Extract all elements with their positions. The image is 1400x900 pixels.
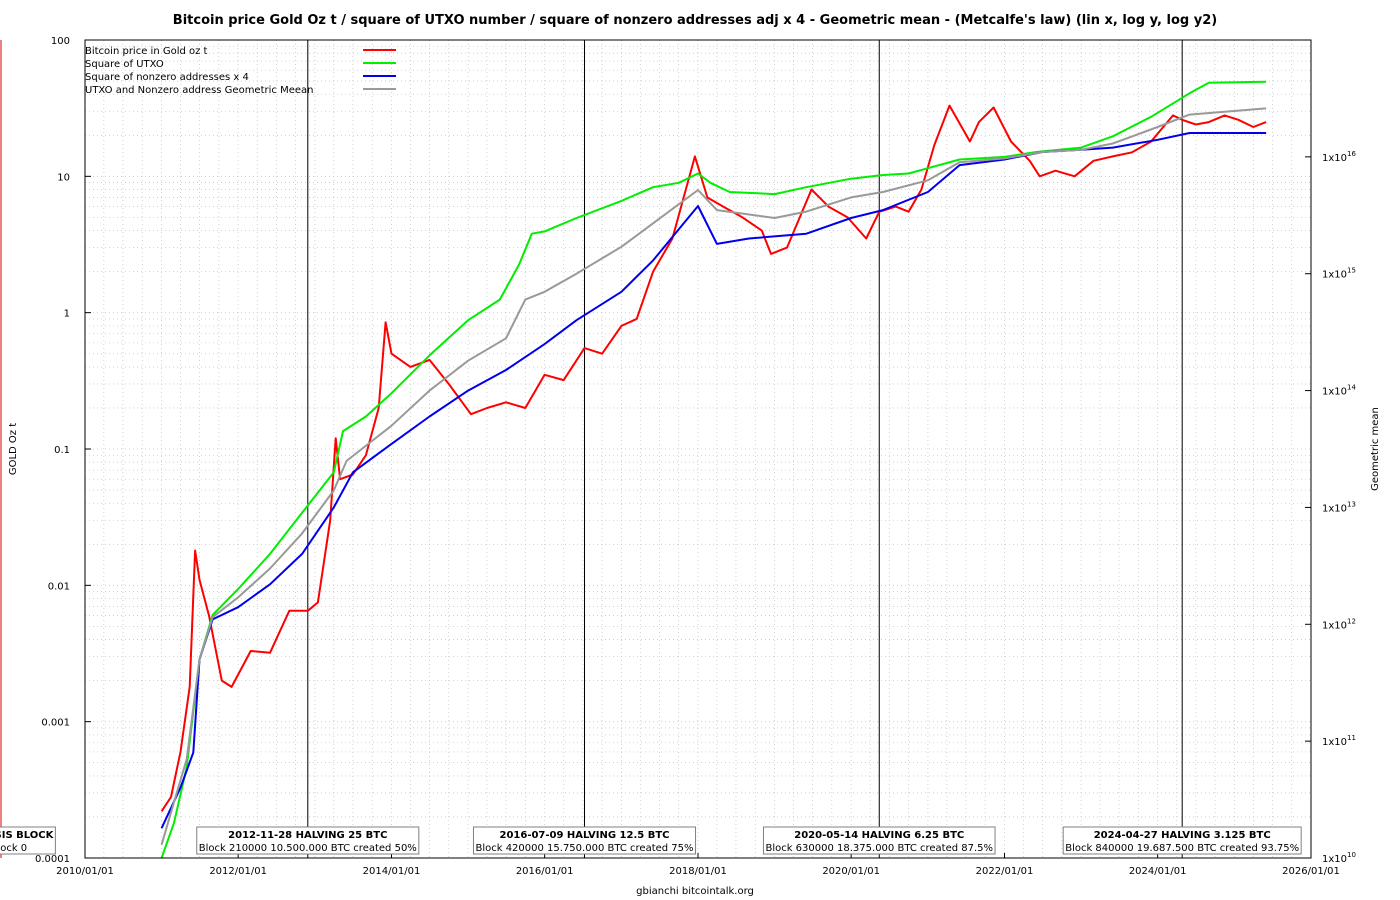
legend-label: Bitcoin price in Gold oz t: [85, 46, 208, 57]
y-axis-ticks: 0.0001 0.001 0.01 0.1 1 10 100: [35, 36, 91, 865]
halving-box: 2024-04-27 HALVING 3.125 BTC Block 840000…: [1062, 826, 1302, 855]
legend-label: UTXO and Nonzero address Geometric Meean: [85, 85, 313, 96]
halving-box-frame: [762, 826, 996, 855]
halving-box-subtitle: Block 210000 10.500.000 BTC created 50%: [199, 843, 417, 854]
y2-tick-exp: 11: [1347, 734, 1356, 742]
y2-tick-exp: 12: [1347, 617, 1356, 625]
halving-box-frame: [196, 826, 420, 855]
y-tick-label: 10: [57, 172, 70, 183]
y2-tick-label: 1x1010: [1322, 851, 1356, 865]
y2-tick-label: 1x1013: [1322, 500, 1356, 514]
y-axis-label: GOLD Oz t: [8, 423, 19, 475]
halving-box-title: GENESIS BLOCK: [0, 830, 55, 841]
halving-box-title: 2024-04-27 HALVING 3.125 BTC: [1094, 830, 1271, 841]
y2-tick-label: 1x1011: [1322, 734, 1356, 748]
grid: [85, 40, 1311, 858]
y2-tick-label: 1x1012: [1322, 617, 1356, 631]
x-tick-label: 2020/01/01: [822, 866, 880, 877]
halving-annotations: GENESIS BLOCK Block 0 2012-11-28 HALVING 2…: [0, 826, 1302, 855]
y2-tick-label: 1x1014: [1322, 384, 1356, 398]
y2-axis-ticks: 1x10101x10111x10121x10131x10141x10151x10…: [1305, 150, 1356, 865]
x-tick-label: 2024/01/01: [1129, 866, 1187, 877]
y2-tick-base: 1x10: [1322, 737, 1347, 748]
halving-box-frame: [1062, 826, 1302, 855]
y-tick-label: 0.001: [41, 718, 70, 729]
y2-tick-base: 1x10: [1322, 503, 1347, 514]
series-line: [160, 107, 1267, 845]
halving-box-title: 2012-11-28 HALVING 25 BTC: [228, 830, 387, 841]
y2-tick-exp: 10: [1347, 851, 1356, 859]
chart-title: Bitcoin price Gold Oz t / square of UTXO…: [173, 13, 1217, 28]
halving-box-subtitle: Block 840000 19.687.500 BTC created 93.7…: [1065, 843, 1299, 854]
y-tick-label: 0.1: [54, 445, 70, 456]
y2-tick-base: 1x10: [1322, 620, 1347, 631]
x-axis-ticks: 2010/01/01 2012/01/01 2014/01/01 2016/01/01…: [56, 853, 1340, 877]
y2-tick-exp: 14: [1347, 384, 1356, 392]
x-tick-label: 2016/01/01: [516, 866, 574, 877]
halving-box-title: 2020-05-14 HALVING 6.25 BTC: [794, 830, 964, 841]
y2-tick-label: 1x1015: [1322, 267, 1356, 281]
series-line: [160, 80, 1267, 859]
y-tick-label: 1: [64, 309, 70, 320]
halving-box: 2016-07-09 HALVING 12.5 BTC Block 420000 …: [472, 826, 697, 855]
halving-box-frame: [0, 826, 56, 855]
y2-tick-exp: 15: [1347, 267, 1356, 275]
y-tick-label: 0.0001: [35, 854, 70, 865]
halving-box-subtitle: Block 420000 15.750.000 BTC created 75%: [475, 843, 693, 854]
halving-box: 2012-11-28 HALVING 25 BTC Block 210000 10…: [196, 826, 420, 855]
y2-tick-base: 1x10: [1322, 270, 1347, 281]
halving-lines: [307, 40, 1183, 858]
legend-label: Square of nonzero addresses x 4: [85, 72, 249, 83]
y2-tick-label: 1x1016: [1322, 150, 1356, 164]
legend-label: Square of UTXO: [85, 59, 164, 70]
y2-tick-base: 1x10: [1322, 387, 1347, 398]
y-tick-label: 100: [51, 36, 70, 47]
series-line: [160, 104, 1267, 812]
y2-tick-base: 1x10: [1322, 854, 1347, 865]
y-tick-label: 0.01: [48, 581, 70, 592]
x-tick-label: 2018/01/01: [669, 866, 727, 877]
halving-box: GENESIS BLOCK Block 0: [0, 826, 56, 855]
x-tick-label: 2010/01/01: [56, 866, 114, 877]
series-layer: [160, 80, 1267, 859]
x-tick-label: 2026/01/01: [1282, 866, 1340, 877]
halving-box-title: 2016-07-09 HALVING 12.5 BTC: [499, 830, 669, 841]
halving-box-subtitle: Block 0: [0, 843, 27, 854]
y2-tick-base: 1x10: [1322, 153, 1347, 164]
legend: Bitcoin price in Gold oz t Square of UTXO…: [85, 46, 396, 96]
x-tick-label: 2022/01/01: [976, 866, 1034, 877]
y2-axis-label: Geometric mean: [1370, 407, 1381, 491]
y2-tick-exp: 13: [1347, 500, 1356, 508]
halving-box-subtitle: Block 630000 18.375.000 BTC created 87.5…: [765, 843, 993, 854]
y2-tick-exp: 16: [1347, 150, 1356, 158]
x-axis-label: gbianchi bitcointalk.org: [636, 886, 754, 897]
x-tick-label: 2012/01/01: [209, 866, 267, 877]
halving-box: 2020-05-14 HALVING 6.25 BTC Block 630000 …: [762, 826, 996, 855]
x-tick-label: 2014/01/01: [363, 866, 421, 877]
halving-box-frame: [472, 826, 697, 855]
